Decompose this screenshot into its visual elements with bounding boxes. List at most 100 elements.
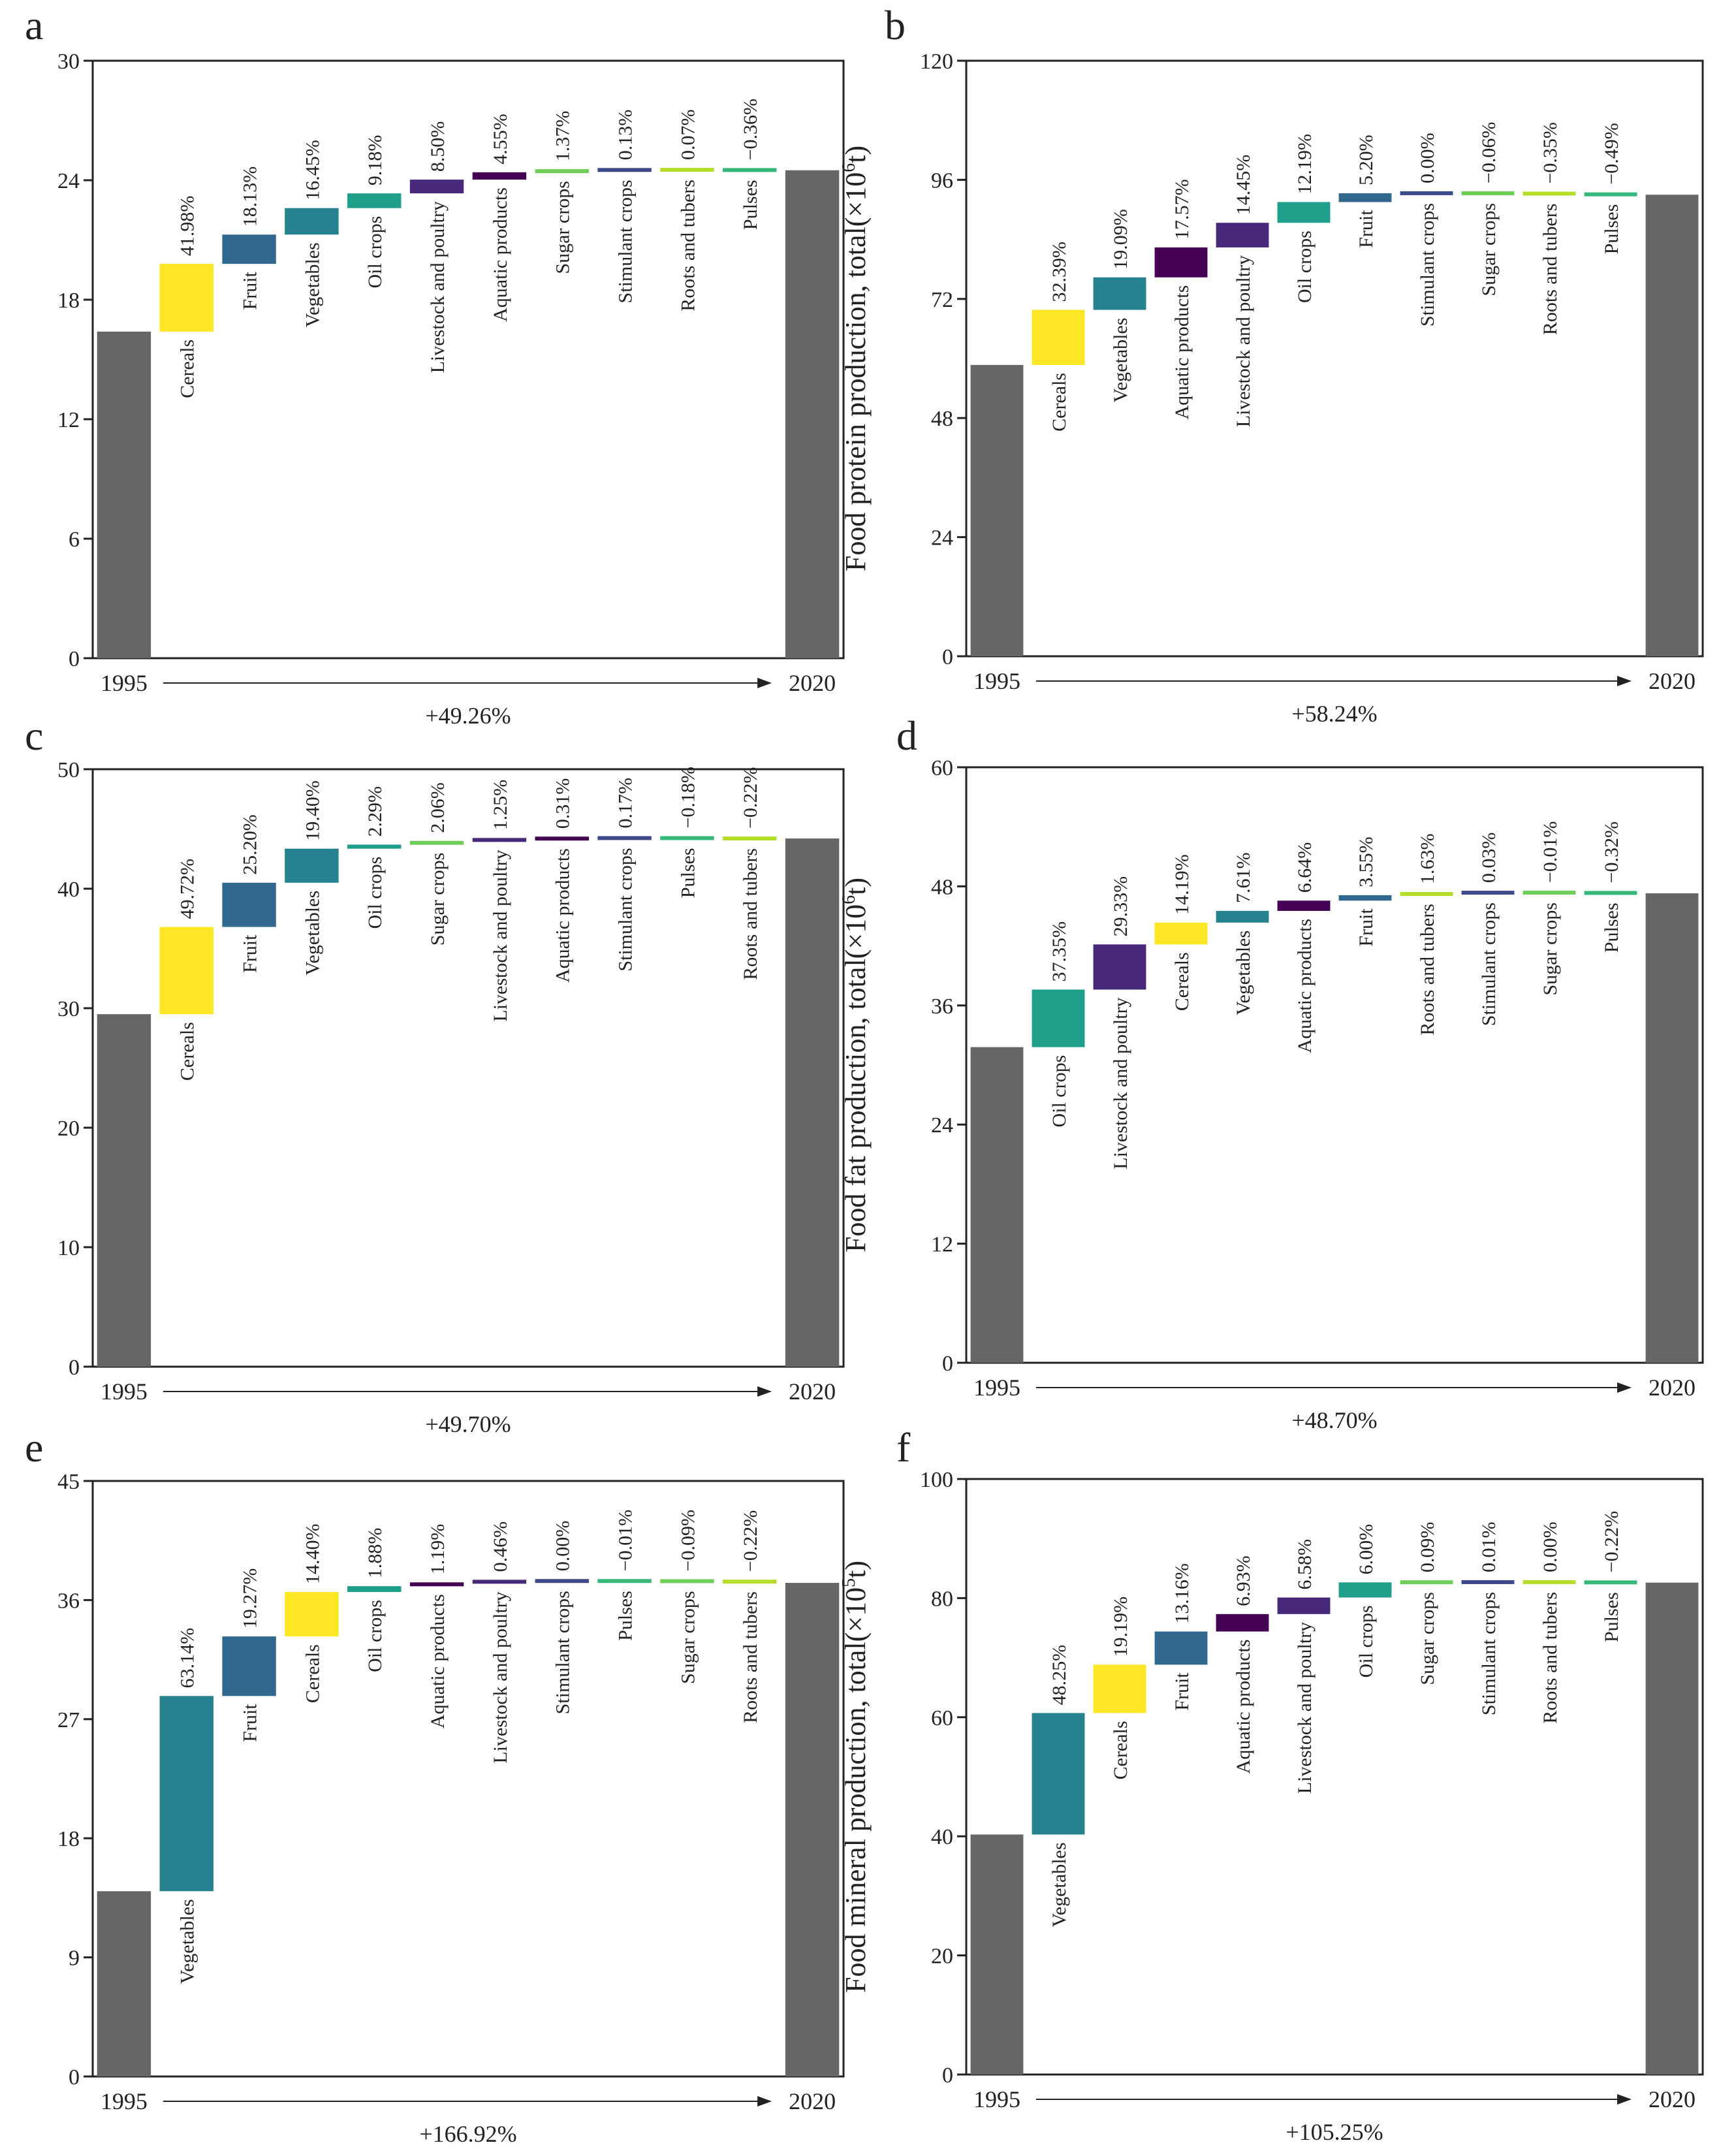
share-label: 4.55%: [490, 114, 511, 165]
share-label: 12.19%: [1294, 134, 1316, 195]
category-label: Vegetables: [177, 1899, 198, 1984]
step-bar: [1461, 191, 1515, 195]
step-bar: [159, 1696, 213, 1892]
share-label: −0.01%: [1539, 821, 1561, 883]
step-bar: [347, 1586, 402, 1593]
bar-total-end: [1645, 1582, 1699, 2075]
share-label: −0.36%: [740, 99, 761, 160]
share-label: −0.22%: [740, 1510, 761, 1572]
share-label: −0.01%: [615, 1510, 637, 1571]
category-label: Fruit: [1355, 210, 1377, 248]
y-tick-label: 12: [931, 1233, 953, 1257]
panel-d: d 0 12 24 36 48 60 Food fat production, total(×…: [839, 712, 1704, 1433]
bar-total-end: [1645, 195, 1699, 656]
category-label: Roots and tubers: [740, 1591, 761, 1723]
step-bar: [1277, 1597, 1331, 1614]
category-label: Sugar crops: [552, 181, 574, 274]
step-bar: [1523, 1580, 1576, 1584]
trend-arrow-head: [1617, 676, 1632, 686]
share-label: 25.20%: [240, 814, 261, 875]
y-tick-label: 40: [931, 1825, 953, 1849]
share-label: 6.00%: [1355, 1524, 1377, 1575]
step-bar: [285, 848, 339, 883]
share-label: 2.06%: [427, 782, 449, 833]
category-label: Fruit: [1171, 1672, 1193, 1711]
y-tick-label: 36: [57, 1589, 80, 1613]
end-year-label: 2020: [789, 2088, 836, 2114]
category-label: Vegetables: [1233, 930, 1254, 1015]
step-bar: [1584, 891, 1637, 895]
y-tick-label: 18: [57, 1827, 80, 1851]
category-label: Livestock and poultry: [427, 201, 449, 373]
y-axis-title-sup: 6: [839, 163, 859, 172]
share-label: 6.93%: [1233, 1555, 1254, 1606]
share-label: 37.35%: [1049, 921, 1070, 982]
category-label: Pulses: [1601, 902, 1622, 953]
y-tick-label: 9: [69, 1947, 80, 1971]
share-label: 0.13%: [615, 110, 637, 160]
step-bar: [1461, 891, 1515, 895]
share-label: 19.27%: [240, 1568, 261, 1629]
share-label: −0.49%: [1601, 123, 1622, 184]
step-bar: [1216, 1614, 1269, 1632]
y-tick-label: 20: [931, 1945, 953, 1969]
y-tick-label: 18: [57, 289, 80, 313]
category-label: Sugar crops: [677, 1591, 699, 1683]
step-bar: [347, 193, 402, 208]
share-label: 2.29%: [364, 786, 386, 837]
y-tick-label: 24: [931, 526, 953, 550]
bar-total-start: [970, 364, 1024, 656]
share-label: 14.45%: [1233, 155, 1254, 215]
y-axis-title: Food mineral production, total(×105t): [839, 1561, 872, 1993]
step-bar: [222, 1636, 276, 1696]
share-label: 9.18%: [364, 135, 386, 186]
category-label: Stimulant crops: [615, 848, 637, 971]
plot-frame: [91, 1480, 845, 2078]
start-year-label: 1995: [973, 1375, 1020, 1401]
category-label: Aquatic products: [1171, 285, 1193, 420]
step-bar: [723, 1580, 777, 1584]
category-label: Vegetables: [302, 242, 323, 327]
share-label: 41.98%: [177, 196, 198, 257]
share-label: −0.09%: [677, 1510, 699, 1571]
share-label: 17.57%: [1171, 179, 1193, 240]
trend-arrow-head: [757, 2096, 772, 2107]
start-year-label: 1995: [101, 670, 148, 696]
category-label: Sugar crops: [1417, 1592, 1438, 1685]
trend-arrow-head: [1617, 2094, 1632, 2105]
end-year-label: 2020: [1649, 668, 1696, 694]
step-bar: [1277, 202, 1331, 223]
step-bar: [1216, 223, 1269, 247]
category-label: Oil crops: [1294, 231, 1316, 303]
y-tick-label: 12: [57, 408, 80, 432]
panel-e: e0918273645Food vitamin production, tota…: [25, 1424, 845, 2147]
plot-frame: [91, 768, 845, 1368]
share-label: 5.20%: [1355, 135, 1377, 185]
panel-letter-b: b: [885, 2, 906, 48]
y-tick-label: 48: [931, 407, 953, 431]
category-label: Fruit: [240, 271, 261, 310]
bar-total-start: [97, 1891, 151, 2076]
category-label: Vegetables: [1110, 318, 1131, 403]
category-label: Fruit: [240, 934, 261, 973]
step-bar: [1032, 310, 1085, 365]
step-bar: [660, 1579, 714, 1583]
share-label: 0.46%: [490, 1521, 511, 1572]
step-bar: [1154, 1631, 1208, 1665]
category-label: Cereals: [177, 1022, 198, 1081]
bar-total-start: [97, 1014, 151, 1367]
plot-frame: [91, 59, 845, 660]
share-label: 1.37%: [552, 111, 574, 162]
category-label: Oil crops: [1049, 1055, 1070, 1128]
share-label: 0.03%: [1478, 833, 1500, 883]
trend-arrow-head: [757, 678, 772, 688]
step-bar: [159, 264, 213, 332]
step-bar: [1338, 895, 1392, 901]
share-label: −0.18%: [677, 767, 699, 828]
total-change-label: +49.70%: [425, 1411, 511, 1437]
bar-total-end: [1645, 893, 1699, 1363]
category-label: Livestock and poultry: [1233, 255, 1254, 427]
y-tick-label: 10: [57, 1236, 80, 1260]
category-label: Pulses: [1601, 1592, 1622, 1642]
